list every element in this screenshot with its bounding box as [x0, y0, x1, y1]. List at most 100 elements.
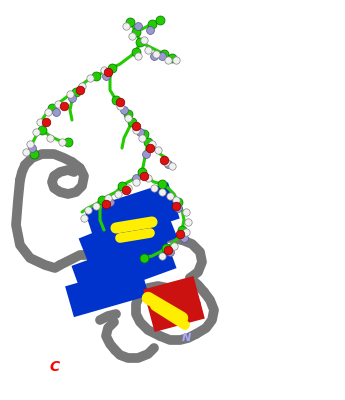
- Point: [59, 139, 65, 145]
- Point: [125, 115, 131, 121]
- Point: [99, 197, 105, 203]
- Point: [133, 179, 139, 185]
- Point: [127, 19, 133, 25]
- Point: [145, 175, 151, 181]
- Point: [39, 127, 45, 133]
- Point: [45, 109, 51, 115]
- Point: [135, 23, 141, 29]
- Point: [133, 127, 139, 133]
- Point: [145, 139, 151, 145]
- Point: [163, 159, 169, 165]
- Point: [141, 255, 147, 261]
- Point: [105, 69, 111, 75]
- Polygon shape: [79, 204, 177, 272]
- Point: [79, 83, 85, 89]
- Point: [171, 243, 177, 249]
- Point: [27, 141, 33, 147]
- Point: [157, 17, 163, 23]
- Point: [33, 129, 39, 135]
- Point: [85, 207, 91, 213]
- Point: [43, 119, 49, 125]
- Point: [147, 145, 153, 151]
- Point: [47, 135, 53, 141]
- Point: [87, 75, 93, 81]
- Point: [165, 161, 171, 167]
- Point: [159, 181, 165, 187]
- Point: [139, 169, 145, 175]
- Point: [123, 187, 129, 193]
- Point: [143, 151, 149, 157]
- Point: [167, 193, 173, 199]
- Point: [137, 129, 143, 135]
- Point: [175, 199, 181, 205]
- Point: [101, 67, 107, 73]
- Point: [105, 195, 111, 201]
- Point: [169, 163, 175, 169]
- Point: [151, 53, 157, 59]
- Point: [179, 227, 185, 233]
- Point: [133, 49, 139, 55]
- Point: [61, 103, 67, 109]
- Point: [123, 23, 129, 29]
- Point: [103, 201, 109, 207]
- Point: [181, 235, 187, 241]
- Point: [133, 123, 139, 129]
- Point: [117, 103, 123, 109]
- Point: [147, 27, 153, 33]
- Point: [167, 249, 173, 255]
- Point: [149, 21, 155, 27]
- Point: [115, 191, 121, 197]
- Point: [129, 119, 135, 125]
- Point: [69, 95, 75, 101]
- Polygon shape: [65, 265, 149, 317]
- Point: [67, 91, 73, 97]
- Point: [31, 151, 37, 157]
- Point: [141, 173, 147, 179]
- Point: [141, 131, 147, 137]
- Point: [119, 183, 125, 189]
- Point: [137, 39, 143, 45]
- Point: [153, 51, 159, 57]
- Point: [29, 145, 35, 151]
- Point: [73, 89, 79, 95]
- Point: [169, 55, 175, 61]
- Point: [173, 57, 179, 63]
- Point: [107, 199, 113, 205]
- Point: [161, 51, 167, 57]
- Point: [93, 203, 99, 209]
- Point: [159, 253, 165, 259]
- Point: [183, 209, 189, 215]
- Point: [77, 87, 83, 93]
- Point: [103, 73, 109, 79]
- Point: [117, 99, 123, 105]
- Point: [37, 119, 43, 125]
- Point: [125, 185, 131, 191]
- Point: [183, 229, 189, 235]
- Point: [173, 203, 179, 209]
- Point: [145, 47, 151, 53]
- Point: [165, 57, 171, 63]
- Point: [113, 97, 119, 103]
- Point: [121, 107, 127, 113]
- Point: [175, 205, 181, 211]
- Point: [177, 231, 183, 237]
- Point: [81, 215, 87, 221]
- Polygon shape: [71, 232, 177, 302]
- Point: [109, 65, 115, 71]
- Point: [55, 101, 61, 107]
- Point: [133, 29, 139, 35]
- Point: [173, 197, 179, 203]
- Point: [185, 219, 191, 225]
- Point: [23, 149, 29, 155]
- Point: [159, 189, 165, 195]
- Point: [141, 37, 147, 43]
- Point: [49, 105, 55, 111]
- Point: [165, 247, 171, 253]
- Point: [149, 141, 155, 147]
- Point: [135, 53, 141, 59]
- Point: [125, 111, 131, 117]
- Point: [155, 147, 161, 153]
- Point: [151, 185, 157, 191]
- Point: [139, 135, 145, 141]
- Point: [93, 73, 99, 79]
